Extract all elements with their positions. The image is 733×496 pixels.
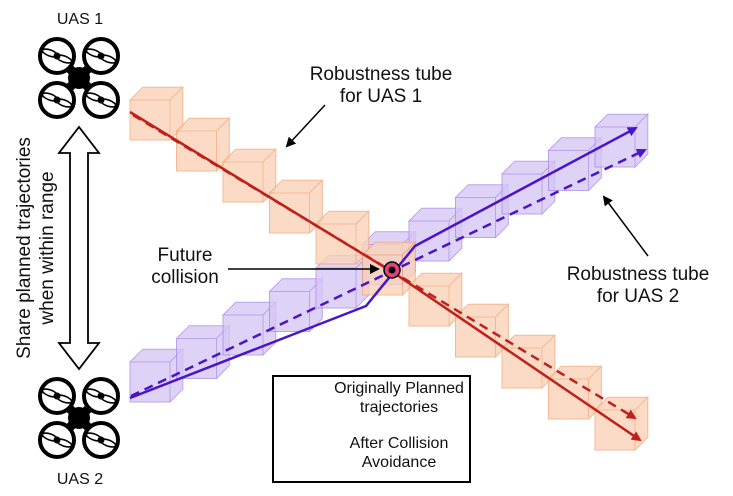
- legend-planned-label: Originally Planned trajectories: [324, 379, 474, 417]
- tube1-cube: [128, 85, 185, 142]
- drone-icon: [38, 377, 120, 459]
- tube2-line-1: Robustness tube: [566, 264, 710, 285]
- collision-line-1: Future: [157, 245, 213, 266]
- tube1-label: Robustness tube for UAS 1: [296, 64, 466, 108]
- legend-box: Originally Planned trajectories After Co…: [272, 375, 471, 483]
- double-arrow-icon: [57, 125, 101, 371]
- share-trajectories-label: Share planned trajectories when within r…: [13, 93, 59, 403]
- tube1-pointer-arrow: [285, 104, 326, 148]
- tube1-cube: [268, 178, 324, 235]
- tube1-cube: [221, 147, 278, 204]
- tube2-cube: [268, 277, 324, 333]
- tube1-cube: [314, 209, 371, 266]
- tube1-cube: [454, 302, 510, 359]
- uas2-label: UAS 2: [56, 471, 104, 488]
- tube2-cube: [547, 136, 603, 192]
- tube2-cube: [593, 112, 650, 169]
- tube2-pointer-arrow: [602, 195, 649, 257]
- tube1-cube: [175, 116, 231, 173]
- share-line-2: when within range: [37, 171, 58, 325]
- legend-avoid-label: After Collision Avoidance: [324, 434, 474, 472]
- tube2-label: Robustness tube for UAS 2: [548, 264, 728, 308]
- collision-marker: [383, 261, 401, 279]
- tube1-line-2: for UAS 1: [339, 86, 423, 107]
- collision-label: Future collision: [140, 245, 230, 289]
- tube1-line-1: Robustness tube: [309, 64, 453, 85]
- legend-avoid-line-2: Avoidance: [361, 454, 437, 471]
- legend-planned-line-1: Originally Planned: [334, 380, 464, 397]
- legend-planned-line-2: trajectories: [359, 399, 439, 416]
- collision-line-2: collision: [151, 267, 219, 288]
- drone-icon: [38, 37, 120, 119]
- share-line-1: Share planned trajectories: [14, 137, 35, 359]
- tube2-line-2: for UAS 2: [596, 286, 680, 307]
- uas1-label: UAS 1: [56, 11, 104, 28]
- uas2-planned-trajectory: [130, 148, 647, 398]
- tube1-cube: [547, 364, 603, 421]
- tube1-cube: [593, 395, 650, 452]
- legend-avoid-line-1: After Collision: [349, 435, 449, 452]
